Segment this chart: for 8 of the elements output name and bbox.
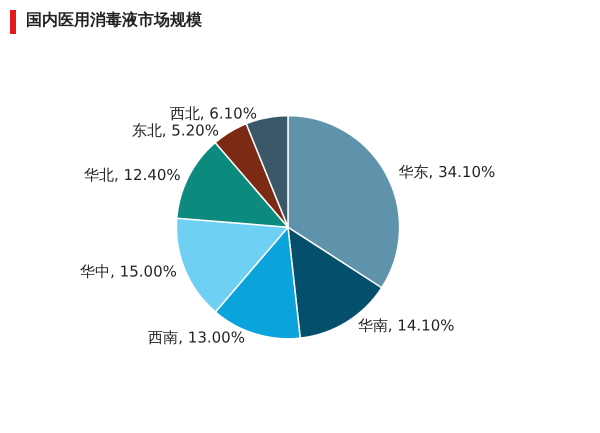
slice-label: 西南, 13.00% bbox=[148, 328, 245, 347]
slice-label: 东北, 5.20% bbox=[132, 122, 219, 140]
slice-label: 西北, 6.10% bbox=[170, 104, 257, 123]
chart-title: 国内医用消毒液市场规模 bbox=[26, 10, 202, 31]
slice-label: 华南, 14.10% bbox=[358, 316, 454, 335]
slice-label: 华北, 12.40% bbox=[84, 166, 181, 184]
slice-label: 华中, 15.00% bbox=[80, 262, 177, 280]
slice-label: 华东, 34.10% bbox=[398, 162, 496, 181]
